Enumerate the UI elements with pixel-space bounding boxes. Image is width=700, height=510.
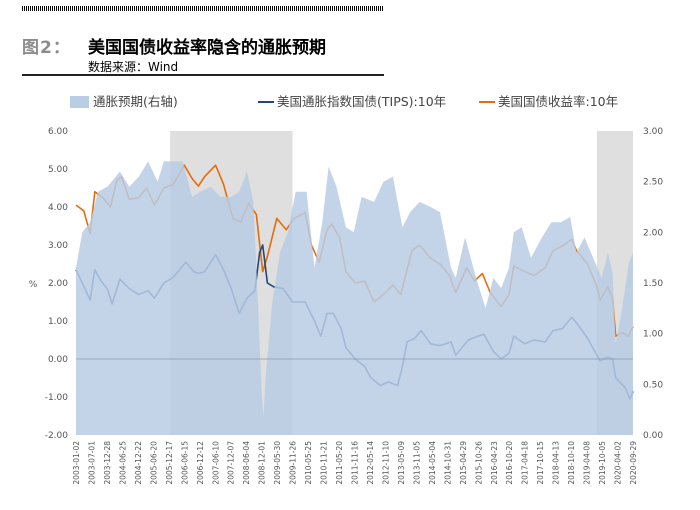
x-tick-label-28: 2016-10-20 — [505, 441, 514, 485]
data-source: 数据来源：Wind — [88, 60, 179, 74]
y-left-tick-label-8: 6.00 — [48, 127, 68, 137]
y-left-axis-label: % — [29, 280, 38, 290]
chart-title: 美国国债收益率隐含的通胀预期 — [88, 38, 326, 58]
y-left-tick-label-6: 4.00 — [48, 203, 68, 213]
x-tick-label-32: 2018-10-10 — [567, 441, 576, 485]
y-left-tick-label-5: 3.00 — [48, 241, 68, 251]
legend-label-inflation-expectation: 通胀预期(右轴) — [93, 94, 178, 109]
y-right-tick-label-6: 3.00 — [643, 127, 663, 137]
y-left-tick-label-2: 0.00 — [48, 355, 68, 365]
x-tick-label-27: 2016-04-23 — [490, 441, 499, 485]
y-right-tick-label-1: 0.50 — [643, 380, 663, 390]
x-tick-label-33: 2019-04-08 — [583, 441, 592, 485]
y-left-tick-label-7: 5.00 — [48, 165, 68, 175]
x-tick-label-12: 2008-12-01 — [258, 441, 267, 485]
x-tick-label-17: 2011-05-20 — [335, 441, 344, 485]
x-tick-label-23: 2014-05-04 — [428, 441, 437, 485]
x-tick-label-29: 2017-04-18 — [521, 441, 530, 485]
x-tick-label-15: 2010-05-25 — [304, 441, 313, 485]
x-tick-label-36: 2020-09-29 — [629, 441, 638, 485]
y-left-tick-label-3: 1.00 — [48, 317, 68, 327]
x-tick-label-9: 2007-06-10 — [211, 441, 220, 485]
title-hatch-bar — [22, 6, 384, 11]
x-tick-label-18: 2011-11-16 — [351, 441, 360, 485]
x-tick-label-22: 2013-11-05 — [412, 441, 421, 485]
chart: -2.00 -1.00 0.00 1.00 2.00 3.00 4.00 5.00 6.00% 0… — [29, 94, 664, 485]
y-right-tick-label-5: 2.50 — [643, 178, 663, 188]
x-tick-label-4: 2004-12-22 — [134, 441, 143, 485]
x-tick-label-1: 2003-07-01 — [88, 441, 97, 485]
x-tick-label-24: 2014-10-31 — [443, 441, 452, 485]
x-tick-label-26: 2015-10-26 — [474, 441, 483, 485]
x-tick-label-0: 2003-01-02 — [72, 441, 81, 485]
legend-label-tips: 美国通胀指数国债(TIPS):10年 — [277, 94, 446, 109]
x-tick-label-25: 2015-04-29 — [459, 441, 468, 485]
x-tick-label-16: 2010-11-21 — [320, 441, 329, 485]
x-tick-label-30: 2017-10-15 — [536, 441, 545, 485]
x-tick-label-19: 2012-05-14 — [366, 441, 375, 485]
title-rule — [22, 74, 384, 76]
x-tick-label-11: 2008-06-04 — [242, 441, 251, 485]
legend-swatch-area — [70, 96, 89, 108]
y-right-tick-label-3: 1.50 — [643, 279, 663, 289]
x-tick-label-2: 2003-12-28 — [103, 441, 112, 485]
x-tick-label-21: 2013-05-09 — [397, 441, 406, 485]
x-tick-label-5: 2005-06-20 — [149, 441, 158, 485]
y-right-tick-label-2: 1.00 — [643, 330, 663, 340]
y-left-tick-label-4: 2.00 — [48, 279, 68, 289]
x-tick-label-8: 2006-12-12 — [196, 441, 205, 485]
x-tick-label-34: 2019-10-05 — [598, 441, 607, 485]
x-tick-label-31: 2018-04-13 — [552, 441, 561, 485]
x-tick-label-35: 2020-04-02 — [614, 441, 623, 485]
x-tick-label-13: 2009-05-30 — [273, 441, 282, 485]
x-tick-label-20: 2012-11-10 — [381, 441, 390, 485]
x-tick-label-7: 2006-06-15 — [180, 441, 189, 485]
y-left-tick-label-0: -2.00 — [45, 431, 69, 441]
x-tick-label-3: 2004-06-25 — [118, 441, 127, 485]
legend-label-yield: 美国国债收益率:10年 — [498, 94, 618, 109]
figure-label: 图2： — [22, 38, 71, 58]
series-area-inflation-expectation — [76, 161, 633, 435]
y-right-tick-label-0: 0.00 — [643, 431, 663, 441]
x-tick-label-14: 2009-11-26 — [289, 441, 298, 485]
x-tick-label-6: 2005-12-17 — [165, 441, 174, 485]
y-left-tick-label-1: -1.00 — [45, 393, 69, 403]
y-right-tick-label-4: 2.00 — [643, 228, 663, 238]
x-tick-label-10: 2007-12-07 — [227, 441, 236, 485]
